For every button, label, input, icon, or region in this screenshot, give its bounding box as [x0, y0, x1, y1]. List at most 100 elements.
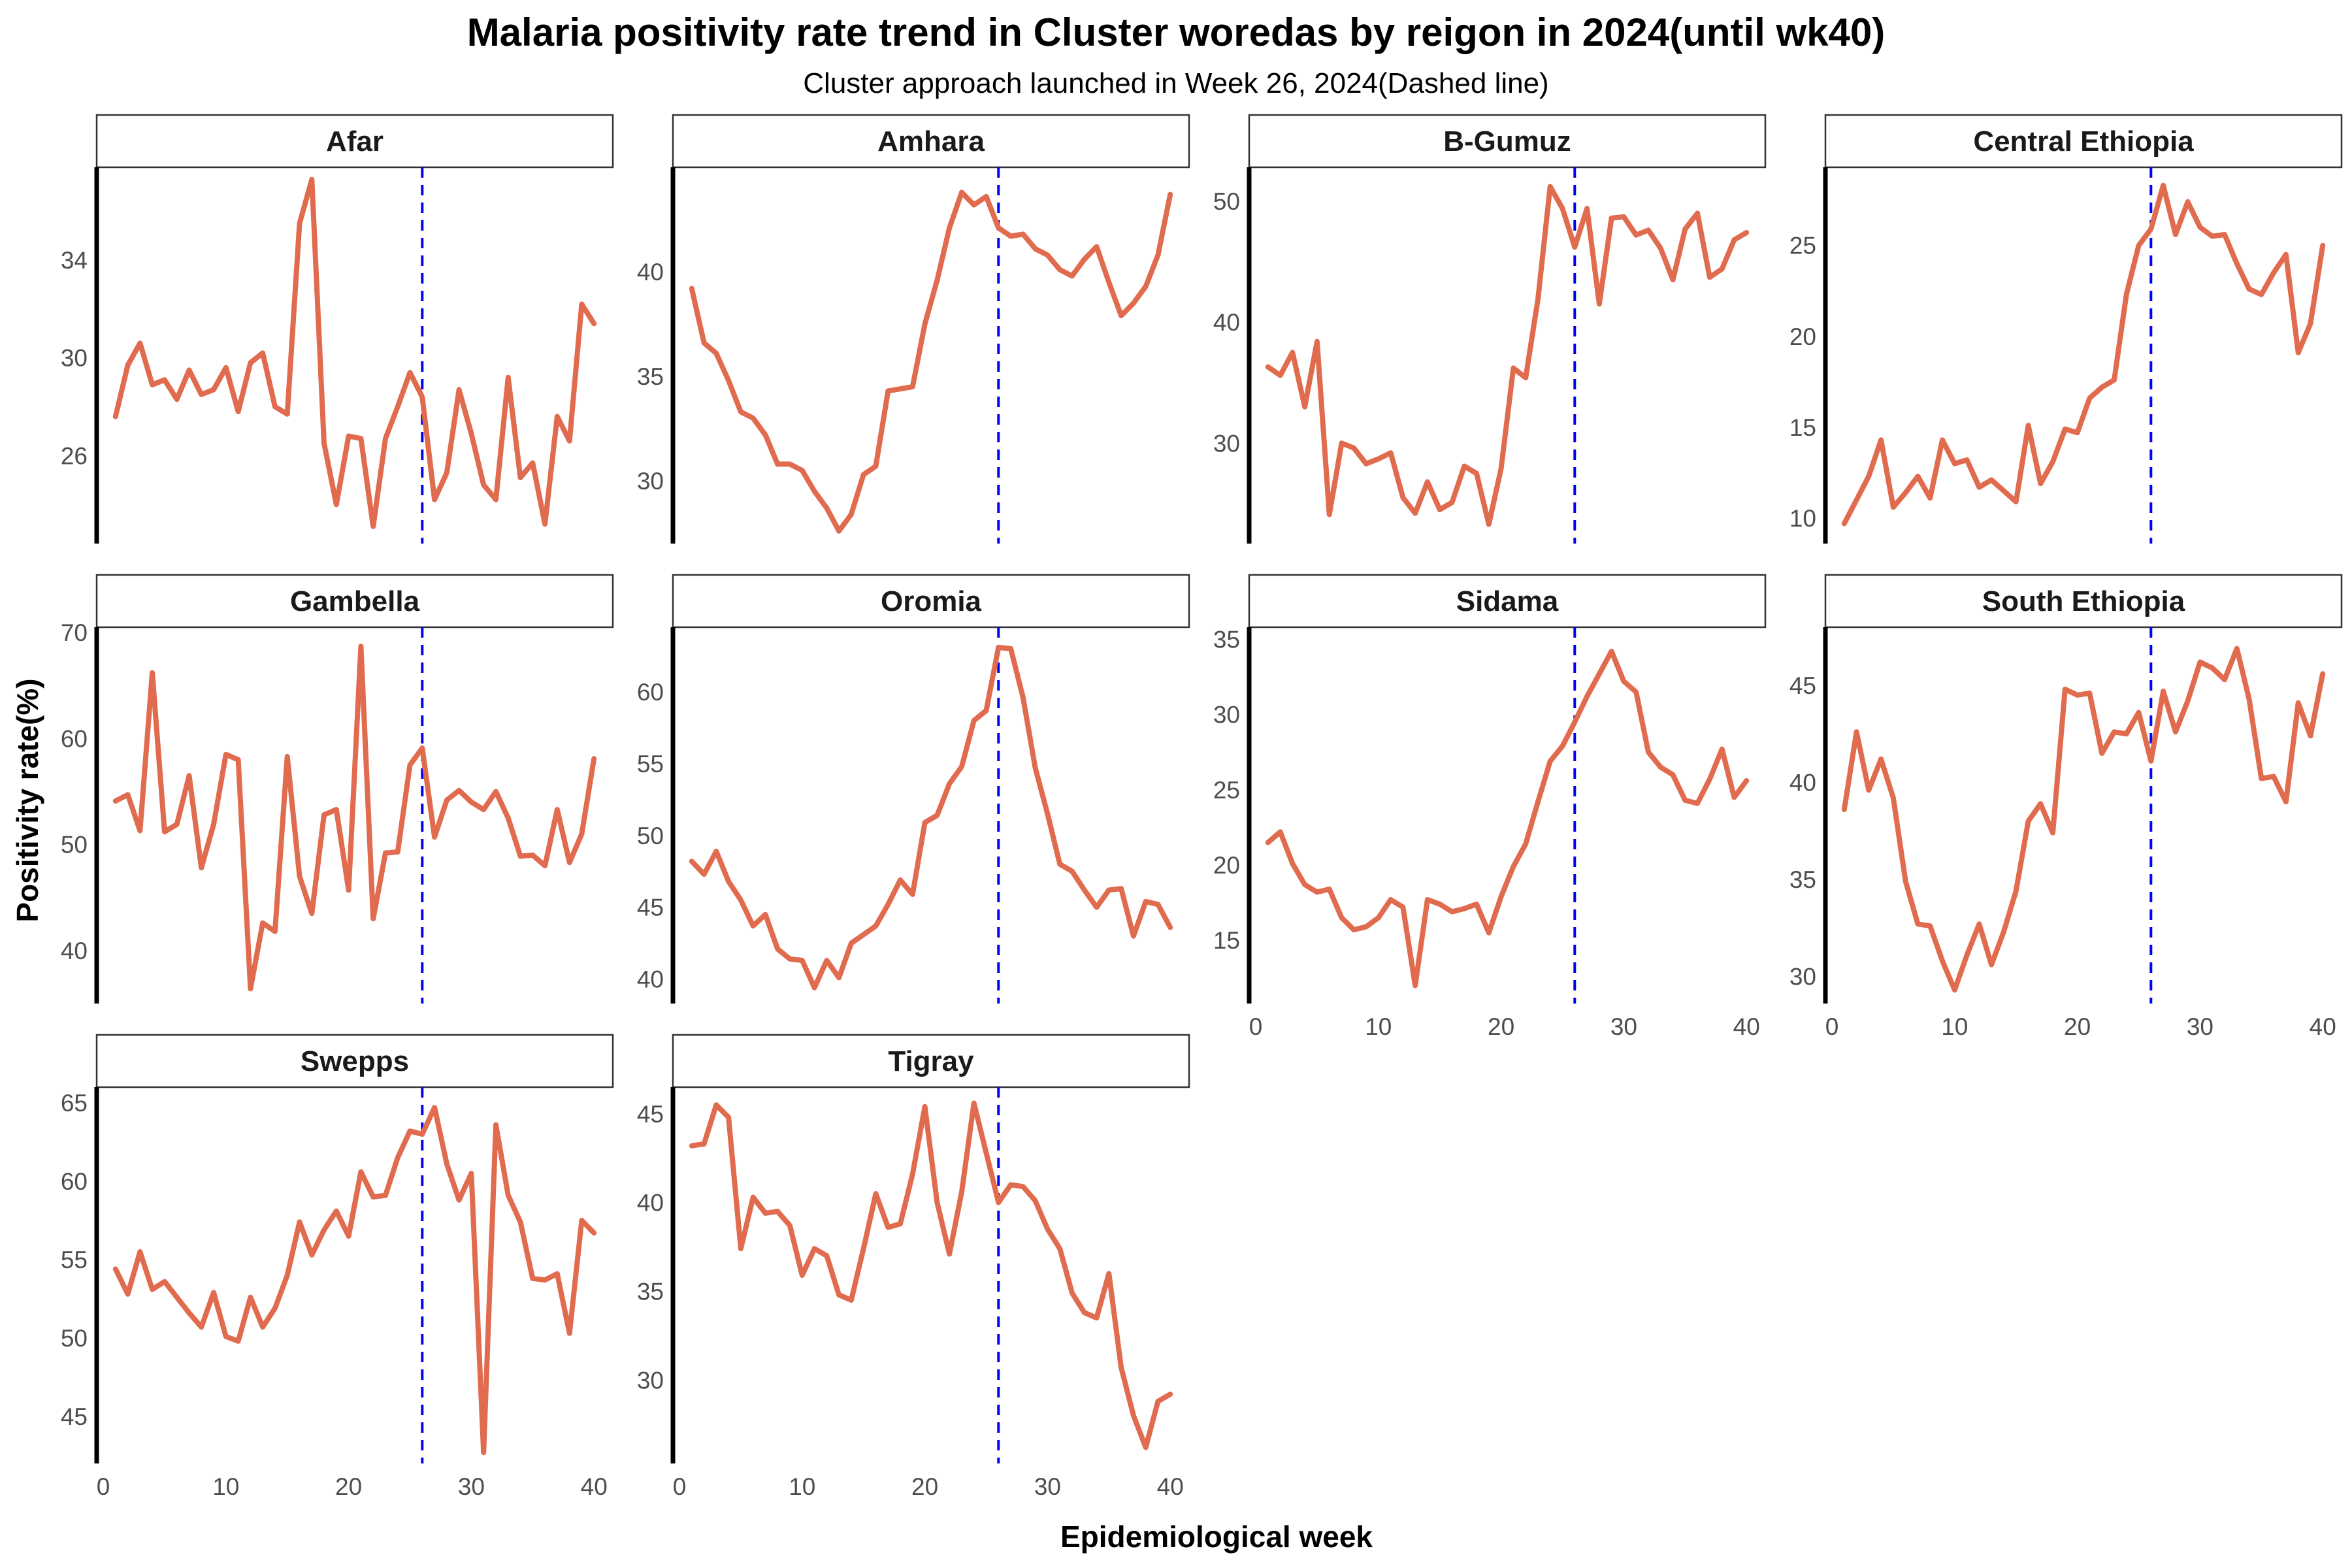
panel-central-ethiopia: Central Ethiopia 10 15 20 25 — [1789, 114, 2343, 544]
y-tick-label: 40 — [637, 966, 664, 993]
panel-swep-s: Swepрs 45 50 55 60 65 0 10 20 30 40 — [61, 1034, 614, 1500]
x-tick-label: 10 — [1941, 1013, 1968, 1040]
strip-label-south-ethiopia: South Ethiopia — [1982, 585, 2185, 617]
y-tick-label: 25 — [1789, 233, 1816, 259]
y-tick-label: 65 — [61, 1090, 88, 1117]
x-tick-label: 10 — [1365, 1013, 1392, 1040]
y-tick-label: 30 — [1213, 430, 1240, 457]
y-tick-label: 15 — [1213, 927, 1240, 954]
x-tick-label: 10 — [789, 1473, 815, 1500]
x-tick-label: 0 — [1249, 1013, 1263, 1040]
y-tick-label: 50 — [61, 832, 88, 858]
y-tick-label: 30 — [637, 468, 664, 495]
series-line-oromia — [689, 644, 1173, 990]
series-line-gambella — [112, 644, 597, 992]
x-tick-label: 40 — [581, 1473, 608, 1500]
chart-subtitle: Cluster approach launched in Week 26, 20… — [803, 67, 1548, 99]
x-tick-label: 30 — [2187, 1013, 2213, 1040]
x-tick-label: 20 — [2064, 1013, 2091, 1040]
y-tick-label: 45 — [637, 1101, 664, 1128]
y-tick-label: 34 — [61, 247, 88, 274]
chart-title: Malaria positivity rate trend in Cluster… — [467, 10, 1886, 54]
y-tick-label: 26 — [61, 442, 88, 469]
series-line-amhara — [689, 189, 1173, 534]
series-line-sidama — [1265, 648, 1750, 988]
y-tick-label: 30 — [637, 1367, 664, 1394]
x-tick-label: 10 — [212, 1473, 239, 1500]
y-tick-label: 45 — [637, 894, 664, 921]
y-tick-label: 40 — [61, 938, 88, 964]
x-tick-label: 40 — [2310, 1013, 2336, 1040]
strip-south-ethiopia — [1824, 574, 2343, 629]
panel-south-ethiopia: South Ethiopia 30 35 40 45 0 10 20 30 40 — [1789, 574, 2343, 1040]
x-tick-label: 40 — [1157, 1473, 1184, 1500]
y-tick-label: 30 — [61, 345, 88, 372]
strip-label-gambella: Gambella — [290, 585, 420, 617]
strip-afar — [95, 114, 614, 169]
strip-gambella — [95, 574, 614, 629]
strip-amhara — [672, 114, 1190, 169]
y-tick-label: 30 — [1213, 702, 1240, 728]
y-tick-label: 40 — [637, 1190, 664, 1217]
strip-label-tigray: Tigray — [888, 1045, 974, 1077]
strip-sidama — [1248, 574, 1767, 629]
strip-label-b-gumuz: B-Gumuz — [1443, 125, 1571, 157]
x-tick-label: 40 — [1733, 1013, 1760, 1040]
strip-label-afar: Afar — [326, 125, 384, 157]
y-tick-label: 50 — [637, 823, 664, 849]
series-line-tigray — [689, 1100, 1173, 1450]
series-line-b-gumuz — [1265, 184, 1750, 527]
strip-central-ethiopia — [1824, 114, 2343, 169]
y-tick-label: 60 — [61, 725, 88, 752]
y-tick-label: 70 — [61, 619, 88, 646]
x-axis-title: Epidemiological week — [1060, 1520, 1373, 1554]
x-tick-label: 30 — [1610, 1013, 1637, 1040]
y-tick-label: 55 — [637, 751, 664, 777]
panel-amhara: Amhara 30 35 40 — [637, 114, 1190, 544]
y-tick-label: 50 — [1213, 188, 1240, 215]
y-tick-label: 45 — [61, 1403, 88, 1430]
strip-label-sidama: Sidama — [1456, 585, 1559, 617]
series-line-central-ethiopia — [1841, 182, 2326, 527]
y-tick-label: 20 — [1789, 323, 1816, 350]
panel-b-gumuz: B-Gumuz 30 40 50 — [1213, 114, 1767, 544]
y-tick-label: 20 — [1213, 852, 1240, 879]
panel-tigray: Tigray 30 35 40 45 0 10 20 30 40 — [637, 1034, 1190, 1500]
y-tick-label: 25 — [1213, 777, 1240, 804]
y-tick-label: 40 — [1213, 309, 1240, 336]
y-tick-label: 60 — [61, 1168, 88, 1195]
y-tick-label: 60 — [637, 679, 664, 706]
y-tick-label: 40 — [1789, 770, 1816, 796]
panel-sidama: Sidama 15 20 25 30 35 0 10 20 30 40 — [1213, 574, 1767, 1040]
series-line-afar — [112, 176, 597, 529]
y-tick-label: 35 — [1213, 626, 1240, 653]
y-tick-label: 30 — [1789, 963, 1816, 990]
strip-b-gumuz — [1248, 114, 1767, 169]
x-tick-label: 30 — [1034, 1473, 1061, 1500]
x-tick-label: 0 — [673, 1473, 687, 1500]
series-line-south-ethiopia — [1841, 645, 2326, 993]
y-tick-label: 45 — [1789, 672, 1816, 699]
strip-label-oromia: Oromia — [881, 585, 982, 617]
strip-tigray — [672, 1034, 1190, 1088]
y-tick-label: 50 — [61, 1325, 88, 1352]
panel-gambella: Gambella 40 50 60 70 — [61, 574, 614, 1004]
panel-oromia: Oromia 40 45 50 55 60 — [637, 574, 1190, 1004]
y-tick-label: 15 — [1789, 414, 1816, 441]
y-tick-label: 35 — [637, 1278, 664, 1305]
y-tick-label: 10 — [1789, 505, 1816, 532]
x-tick-label: 30 — [458, 1473, 485, 1500]
strip-swep-s — [95, 1034, 614, 1088]
y-tick-label: 35 — [1789, 866, 1816, 893]
series-line-swep-s — [112, 1105, 597, 1456]
y-axis-title: Positivity rate(%) — [10, 678, 44, 922]
y-tick-label: 40 — [637, 259, 664, 286]
y-tick-label: 55 — [61, 1247, 88, 1273]
strip-label-central-ethiopia: Central Ethiopia — [1973, 125, 2194, 157]
panels-grid: Afar 26 30 34 Amhara 30 35 40 B-Gumuz 30 40 50 Centr… — [61, 114, 2343, 1500]
x-tick-label: 20 — [335, 1473, 362, 1500]
x-tick-label: 0 — [97, 1473, 110, 1500]
panel-afar: Afar 26 30 34 — [61, 114, 614, 544]
x-tick-label: 20 — [1488, 1013, 1514, 1040]
